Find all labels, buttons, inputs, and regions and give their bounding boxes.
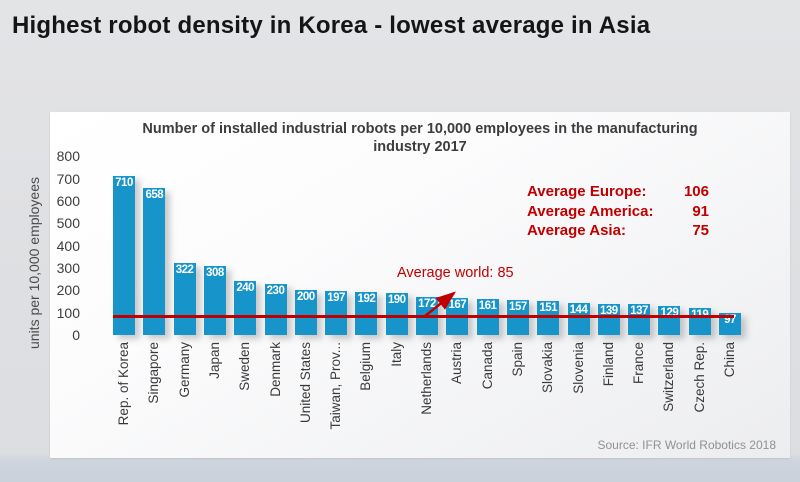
average-europe-label: Average Europe: — [527, 183, 647, 200]
bar: 197 — [325, 290, 348, 335]
average-asia-label: Average Asia: — [527, 222, 626, 239]
x-tick-label: Singapore — [146, 342, 162, 404]
bar-value-label: 322 — [175, 264, 194, 277]
x-tick-label: Czech Rep. — [691, 342, 707, 413]
average-world-label: Average world: 85 — [397, 265, 514, 281]
bar: 240 — [234, 281, 257, 335]
x-tick-label: Italy — [388, 342, 404, 367]
source-note: Source: IFR World Robotics 2018 — [597, 438, 776, 452]
x-tick-label: Switzerland — [661, 342, 677, 412]
bar-value-label: 151 — [539, 302, 558, 315]
y-axis-title: units per 10,000 employees — [26, 177, 42, 349]
x-tick-label: United States — [297, 342, 313, 424]
x-tick-label: Slovenia — [570, 342, 586, 394]
y-tick-label: 700 — [56, 170, 80, 187]
bar-value-label: 172 — [418, 297, 436, 310]
bar-value-label: 144 — [569, 303, 588, 316]
bar-value-label: 190 — [387, 293, 406, 306]
y-tick-label: 500 — [56, 215, 80, 232]
x-tick-label: Austria — [449, 342, 465, 385]
bar: 710 — [113, 176, 135, 335]
average-asia-value: 75 — [692, 222, 709, 239]
bar: 322 — [173, 263, 196, 335]
average-america-value: 91 — [692, 202, 709, 220]
y-tick-label: 200 — [56, 282, 80, 299]
x-tick-label: Germany — [176, 342, 192, 398]
bar-value-label: 200 — [296, 291, 315, 304]
bar-value-label: 710 — [115, 177, 133, 190]
average-america-label: Average America: — [527, 202, 654, 220]
bar: 308 — [203, 266, 226, 335]
bar: 230 — [264, 283, 287, 335]
x-tick-label: Sweden — [237, 342, 253, 391]
bar: 190 — [385, 292, 408, 335]
bar-value-label: 658 — [145, 188, 164, 201]
average-europe-value: 106 — [683, 183, 709, 200]
page-title: Highest robot density in Korea - lowest … — [12, 12, 651, 39]
x-tick-label: Denmark — [267, 342, 283, 397]
bar-value-label: 308 — [206, 267, 224, 280]
y-tick-label: 300 — [56, 259, 80, 276]
bar: 119 — [688, 308, 711, 335]
continent-averages: Average Europe: 106 Average America: 91 … — [527, 182, 709, 241]
bar: 144 — [567, 302, 590, 335]
average-world-line — [113, 314, 734, 318]
bar-value-label: 157 — [509, 300, 527, 313]
average-asia-row: Average Asia: 75 — [527, 221, 709, 241]
x-tick-label: Taiwan, Prov... — [328, 342, 344, 430]
bar-value-label: 192 — [357, 293, 376, 306]
x-tick-label: Canada — [479, 342, 495, 390]
bar: 139 — [597, 303, 620, 335]
x-tick-label: France — [631, 342, 647, 385]
x-tick-label: Japan — [206, 342, 222, 379]
y-tick-label: 400 — [56, 237, 80, 254]
y-tick-label: 600 — [56, 192, 80, 209]
bar-value-label: 137 — [630, 305, 648, 318]
x-tick-label: Finland — [600, 342, 616, 387]
y-tick-label: 0 — [72, 327, 80, 343]
bar: 192 — [355, 292, 378, 335]
bar-value-label: 197 — [327, 291, 345, 304]
y-tick-label: 800 — [56, 148, 80, 165]
bar: 137 — [628, 304, 651, 335]
average-europe-row: Average Europe: 106 — [527, 182, 709, 202]
x-tick-label: Netherlands — [419, 342, 434, 415]
bar: 200 — [294, 290, 317, 335]
chart-title: Number of installed industrial robots pe… — [142, 121, 698, 155]
x-tick-label: China — [722, 342, 737, 378]
bar: 129 — [658, 306, 681, 335]
bar-value-label: 240 — [236, 282, 255, 295]
x-tick-label: Spain — [509, 342, 525, 377]
bar-value-label: 161 — [478, 300, 497, 313]
x-tick-label: Slovakia — [540, 342, 556, 394]
bar: 151 — [537, 301, 560, 335]
bar-value-label: 167 — [448, 298, 467, 311]
bar: 658 — [143, 187, 166, 335]
bar-value-label: 230 — [266, 284, 285, 297]
chart-panel: Number of installed industrial robots pe… — [50, 112, 790, 458]
x-tick-label: Rep. of Korea — [116, 342, 131, 426]
x-tick-label: Belgium — [358, 342, 374, 391]
bar-value-label: 139 — [599, 304, 618, 317]
y-tick-label: 100 — [56, 304, 80, 321]
average-america-row: Average America: 91 — [527, 202, 709, 222]
